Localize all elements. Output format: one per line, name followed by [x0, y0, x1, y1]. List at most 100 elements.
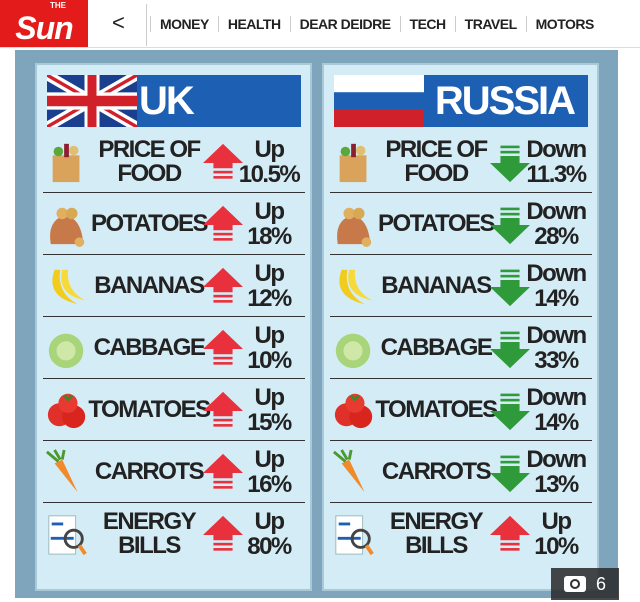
change-percent: 14% [534, 409, 579, 436]
banana-icon [339, 269, 373, 305]
change-direction: Down [526, 384, 587, 411]
tomato-icon [47, 393, 86, 429]
item-label: CARROTS [94, 458, 205, 485]
change-direction: Down [526, 322, 587, 349]
item-row: PRICE OF FOOD Down 11.3% [330, 131, 592, 193]
grocery-bag-icon [339, 143, 367, 183]
arrow-up-icon [203, 205, 243, 241]
nav-back-chevron-icon[interactable]: < [112, 10, 125, 35]
change-percent: 80% [247, 533, 292, 560]
arrow-up-icon [490, 515, 530, 551]
nav-health[interactable]: HEALTH [217, 16, 290, 32]
divider [146, 4, 147, 46]
item-label: CARROTS [381, 458, 492, 485]
item-row: ENERGY BILLS Up 80% [43, 503, 305, 565]
change-percent: 15% [247, 409, 292, 436]
item-label: CABBAGE [380, 334, 493, 361]
change-direction: Up [541, 508, 573, 535]
russia-panel: RUSSIA PRICE OF FOOD Down 11.3% POTATOES … [322, 63, 599, 591]
item-row: TOMATOES Up 15% [43, 379, 305, 441]
change-percent: 13% [534, 471, 579, 498]
item-row: CARROTS Up 16% [43, 441, 305, 503]
change-direction: Up [254, 446, 286, 473]
item-change: Down 14% [520, 261, 592, 311]
item-label: BANANAS [381, 272, 492, 299]
change-direction: Up [254, 508, 286, 535]
item-label: BANANAS [94, 272, 205, 299]
camera-icon [563, 576, 586, 592]
change-percent: 16% [247, 471, 292, 498]
russia-title-bar: RUSSIA [334, 75, 588, 127]
item-label: ENERGY BILLS [102, 508, 197, 559]
item-change: Up 12% [233, 261, 305, 311]
arrow-down-icon [490, 455, 530, 493]
logo-sun: Sun [15, 10, 73, 46]
nav-dear-deidre[interactable]: DEAR DEIDRE [289, 16, 400, 32]
item-label: POTATOES [377, 210, 496, 237]
change-direction: Up [254, 136, 286, 163]
cabbage-icon [335, 333, 371, 369]
item-change: Up 15% [233, 385, 305, 435]
item-label: CABBAGE [93, 334, 206, 361]
item-label: TOMATOES [375, 396, 498, 423]
arrow-down-icon [490, 145, 530, 183]
item-change: Up 10% [233, 323, 305, 373]
arrow-down-icon [490, 331, 530, 369]
arrow-up-icon [203, 143, 243, 179]
change-direction: Up [254, 384, 286, 411]
the-sun-logo[interactable]: THE Sun [0, 0, 88, 47]
item-row: CABBAGE Up 10% [43, 317, 305, 379]
item-change: Up 80% [233, 509, 305, 559]
item-row: BANANAS Up 12% [43, 255, 305, 317]
logo-the: THE [50, 1, 66, 10]
item-change: Up 18% [233, 199, 305, 249]
carrot-icon [332, 449, 365, 493]
change-direction: Down [526, 136, 587, 163]
arrow-up-icon [203, 453, 243, 489]
potato-sack-icon [337, 207, 372, 247]
change-direction: Up [254, 322, 286, 349]
change-percent: 14% [534, 285, 579, 312]
change-direction: Down [526, 198, 587, 225]
item-label: TOMATOES [88, 396, 211, 423]
item-row: TOMATOES Down 14% [330, 379, 592, 441]
item-row: ENERGY BILLS Up 10% [330, 503, 592, 565]
arrow-down-icon [490, 393, 530, 431]
change-percent: 33% [534, 347, 579, 374]
cabbage-icon [48, 333, 84, 369]
change-direction: Down [526, 260, 587, 287]
potato-sack-icon [50, 207, 85, 247]
arrow-down-icon [490, 269, 530, 307]
uk-title-bar: UK [47, 75, 301, 127]
grocery-bag-icon [52, 143, 80, 183]
nav-travel[interactable]: TRAVEL [454, 16, 526, 32]
item-label: POTATOES [90, 210, 209, 237]
change-direction: Up [254, 260, 286, 287]
change-percent: 18% [247, 223, 292, 250]
item-row: CABBAGE Down 33% [330, 317, 592, 379]
nav-tech[interactable]: TECH [399, 16, 455, 32]
change-percent: 10% [534, 533, 579, 560]
change-direction: Down [526, 446, 587, 473]
change-percent: 10% [247, 347, 292, 374]
gallery-count-button[interactable]: 6 [551, 568, 619, 600]
change-percent: 12% [247, 285, 292, 312]
item-row: PRICE OF FOOD Up 10.5% [43, 131, 305, 193]
item-change: Down 14% [520, 385, 592, 435]
infographic-image[interactable]: UK PRICE OF FOOD Up 10.5% POTATOES Up 18% … [15, 50, 618, 598]
arrow-up-icon [203, 267, 243, 303]
change-percent: 11.3% [526, 161, 587, 188]
nav-money[interactable]: MONEY [150, 16, 218, 32]
nav-motors[interactable]: MOTORS [525, 16, 603, 32]
item-label: PRICE OF FOOD [385, 136, 488, 187]
banana-icon [52, 269, 86, 305]
item-change: Down 33% [520, 323, 592, 373]
item-change: Down 13% [520, 447, 592, 497]
uk-flag-icon [47, 75, 137, 127]
tomato-icon [334, 393, 373, 429]
item-change: Up 10% [520, 509, 592, 559]
item-label: ENERGY BILLS [389, 508, 484, 559]
item-change: Down 11.3% [520, 137, 592, 187]
item-row: POTATOES Up 18% [43, 193, 305, 255]
item-row: BANANAS Down 14% [330, 255, 592, 317]
